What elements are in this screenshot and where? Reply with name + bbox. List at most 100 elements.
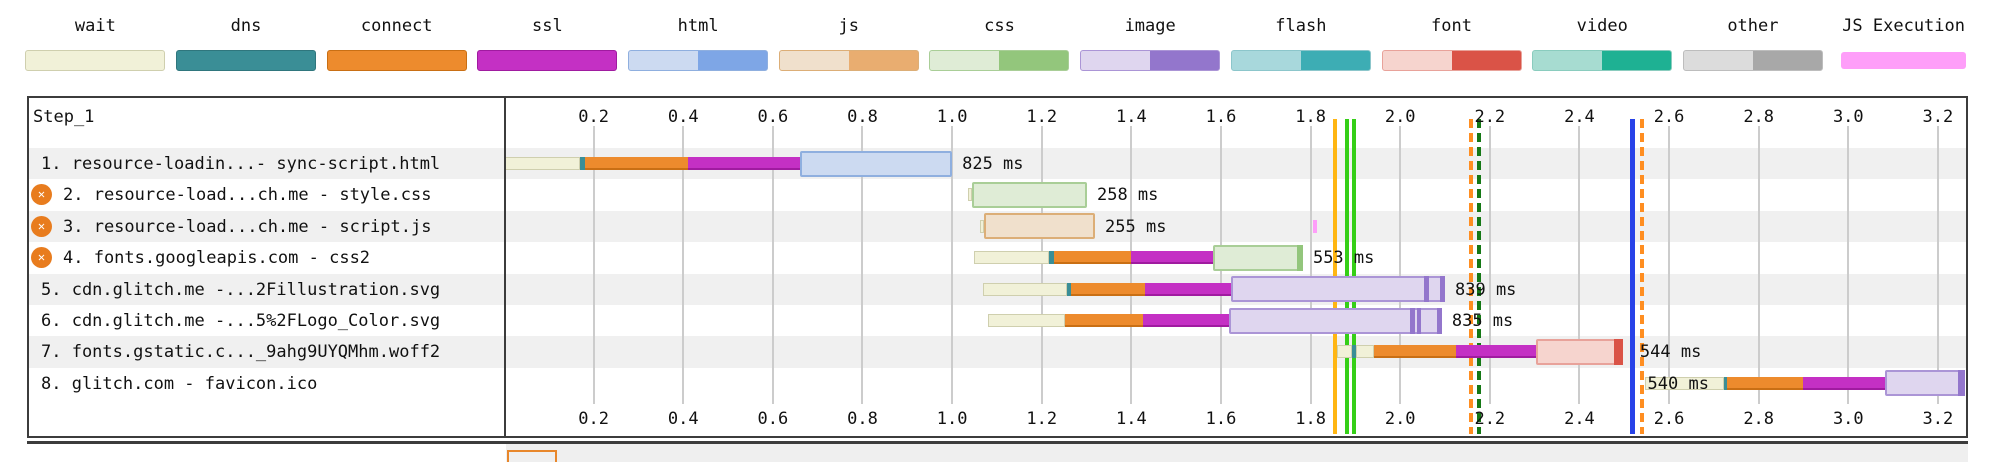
gridline [1488, 126, 1491, 404]
axis-tick-label-bottom: 2.2 [1474, 409, 1506, 429]
image-download-bar[interactable] [1229, 307, 1442, 334]
gridline [1668, 126, 1671, 404]
request-label[interactable]: 5. cdn.glitch.me -...2Fillustration.svg [41, 279, 441, 300]
ssl-segment[interactable] [1142, 314, 1230, 327]
legend-item-ssl: ssl [472, 16, 623, 80]
ssl-segment[interactable] [1803, 376, 1886, 390]
legend-item-js: js [773, 16, 924, 80]
axis-tick-label-top: 1.4 [1115, 107, 1147, 127]
gridline [1578, 126, 1581, 404]
ssl-segment[interactable] [1455, 345, 1536, 359]
axis-tick-label-top: 0.2 [578, 107, 609, 127]
legend-label: dns [230, 16, 262, 36]
gridline [1399, 126, 1402, 404]
legend-label: html [677, 16, 719, 36]
axis-tick-label-bottom: 2.4 [1564, 409, 1595, 429]
request-label[interactable]: 2. resource-load...ch.me - style.css [63, 185, 432, 206]
legend-item-other: other [1678, 16, 1829, 80]
request-duration-label: 553 ms [1312, 248, 1375, 269]
ssl-segment[interactable] [1145, 282, 1231, 296]
flash-swatch-icon [1230, 50, 1371, 71]
legend-label: wait [74, 16, 116, 36]
css-download-bar[interactable] [971, 181, 1087, 208]
wait-segment[interactable] [1355, 345, 1374, 359]
gridline [1757, 126, 1760, 404]
request-label[interactable]: 8. glitch.com - favicon.ico [41, 373, 318, 394]
font-swatch-icon [1381, 50, 1522, 71]
connect-segment[interactable] [1053, 251, 1131, 265]
axis-tick-label-bottom: 1.4 [1115, 409, 1147, 429]
next-step-request-bar[interactable] [507, 450, 557, 462]
request-label[interactable]: 4. fonts.googleapis.com - css2 [63, 248, 371, 269]
axis-tick-label-bottom: 2.0 [1384, 409, 1416, 429]
image-download-bar[interactable] [1230, 276, 1445, 303]
axis-tick-label-top: 1.0 [936, 107, 968, 127]
other-swatch-icon [1682, 50, 1823, 71]
wait-segment[interactable] [979, 219, 984, 233]
section-divider [27, 441, 1968, 444]
js-swatch-icon [778, 50, 919, 71]
request-duration-label: 540 ms [1647, 373, 1709, 394]
render-blocking-icon: ✕ [31, 215, 52, 237]
dns-segment[interactable] [1724, 376, 1727, 390]
wait-segment[interactable] [1644, 376, 1725, 390]
legend-item-dns: dns [171, 16, 322, 80]
image-swatch-icon [1080, 50, 1221, 71]
js-download-bar[interactable] [983, 213, 1096, 240]
axis-tick-label-top: 1.2 [1026, 107, 1058, 127]
legend: wait dns connect ssl html js css image flash font… [20, 16, 1979, 80]
jsexec-swatch-icon [1841, 52, 1967, 69]
wait-segment[interactable] [987, 314, 1065, 327]
font-download-bar[interactable] [1535, 338, 1623, 365]
gridline [682, 126, 685, 404]
request-label[interactable]: 7. fonts.gstatic.c..._9ahg9UYQMhm.woff2 [41, 342, 441, 363]
connect-segment[interactable] [585, 157, 689, 170]
wait-segment[interactable] [504, 157, 581, 170]
image-chunk-sliver [1958, 370, 1965, 397]
wait-segment[interactable] [1337, 345, 1352, 359]
dns-segment[interactable] [1351, 345, 1356, 359]
legend-item-video: video [1527, 16, 1678, 80]
dns-segment[interactable] [1048, 251, 1054, 265]
legend-item-jsexec: JS Execution [1828, 16, 1979, 80]
html-download-bar[interactable] [800, 150, 953, 177]
wait-segment[interactable] [967, 188, 972, 202]
connect-segment[interactable] [1726, 376, 1804, 390]
legend-label: flash [1275, 16, 1327, 36]
axis-tick-label-top: 2.8 [1743, 107, 1775, 127]
dns-segment[interactable] [580, 157, 586, 170]
next-step-section [506, 444, 1968, 462]
timeline-marker [1640, 119, 1645, 434]
connect-segment[interactable] [1070, 282, 1146, 296]
html-swatch-icon [628, 50, 769, 71]
axis-tick-label-top: 2.2 [1474, 107, 1506, 127]
request-duration-label: 839 ms [1455, 279, 1517, 300]
ssl-segment[interactable] [1130, 251, 1213, 265]
axis-tick-label-top: 0.8 [847, 107, 878, 127]
request-label[interactable]: 1. resource-loadin...- sync-script.html [41, 154, 441, 174]
axis-tick-label-bottom: 2.8 [1743, 409, 1775, 429]
axis-tick-label-top: 1.6 [1205, 107, 1237, 127]
connect-segment[interactable] [1373, 345, 1456, 359]
axis-tick-label-bottom: 1.2 [1026, 409, 1058, 429]
axis-tick-label-bottom: 3.0 [1832, 409, 1864, 429]
connect-segment[interactable] [1065, 314, 1143, 327]
wait-segment[interactable] [983, 282, 1067, 296]
gridline [771, 126, 774, 404]
request-label[interactable]: 6. cdn.glitch.me -...5%2FLogo_Color.svg [41, 311, 441, 331]
image-download-bar[interactable] [1885, 370, 1965, 397]
axis-tick-label-top: 2.6 [1653, 107, 1685, 127]
request-duration-label: 255 ms [1105, 216, 1167, 237]
dns-segment[interactable] [1066, 282, 1071, 296]
css-download-bar[interactable] [1212, 244, 1303, 271]
legend-label: image [1124, 16, 1176, 36]
axis-tick-label-top: 1.8 [1295, 107, 1326, 127]
wait-segment[interactable] [974, 251, 1049, 265]
request-label[interactable]: 3. resource-load...ch.me - script.js [63, 216, 432, 237]
image-chunk-sliver [1423, 276, 1429, 303]
ssl-segment[interactable] [688, 157, 801, 170]
render-blocking-icon: ✕ [31, 184, 52, 206]
connect-swatch-icon [326, 50, 467, 71]
css-chunk-sliver [1297, 244, 1303, 271]
